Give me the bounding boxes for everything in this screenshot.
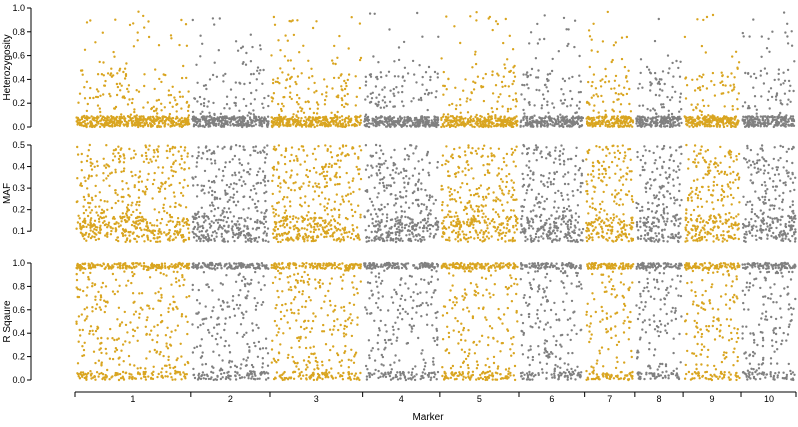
x-tick-label-chr-10: 10 <box>764 394 774 404</box>
points-chr-8 <box>635 17 683 129</box>
x-axis: 1 2 3 4 5 6 7 8 9 10 <box>74 391 797 404</box>
y-tick-label: 1.0 <box>12 258 25 268</box>
points-chr-5 <box>440 144 519 243</box>
y-axis-title: R Sqaure <box>2 300 13 343</box>
points-chr-8 <box>635 144 683 244</box>
points-chr-4 <box>363 143 440 244</box>
points-chr-5 <box>440 261 519 382</box>
y-tick-label: 0.8 <box>12 281 25 291</box>
points-chr-4 <box>363 11 440 129</box>
points-chr-2 <box>191 144 270 244</box>
panels-group: 0.00.20.40.60.81.0Heterozygosity0.10.20.… <box>2 3 797 385</box>
points-chr-10 <box>741 11 796 129</box>
x-tick-label-chr-7: 7 <box>607 394 612 404</box>
points-chr-9 <box>683 13 741 129</box>
x-tick-label-chr-6: 6 <box>549 394 554 404</box>
y-tick-label: 1.0 <box>12 3 25 13</box>
points-chr-5 <box>440 11 519 129</box>
points-chr-1 <box>75 261 191 382</box>
y-tick-label: 0.6 <box>12 305 25 315</box>
y-tick-label: 0.4 <box>12 74 25 84</box>
points-chr-1 <box>75 10 191 129</box>
y-tick-label: 0.6 <box>12 51 25 61</box>
y-tick-label: 0.8 <box>12 27 25 37</box>
points-chr-6 <box>519 143 585 244</box>
points-chr-1 <box>75 143 191 244</box>
points-chr-9 <box>684 143 741 243</box>
y-tick-label: 0.4 <box>12 162 25 172</box>
panel-2: 0.1 0.2 0.3 0.4 0.5 MAF <box>2 140 797 244</box>
x-tick-label-chr-9: 9 <box>710 394 715 404</box>
points-chr-8 <box>635 261 683 381</box>
x-tick-label-chr-4: 4 <box>399 394 404 404</box>
points-chr-4 <box>363 261 440 382</box>
points-chr-6 <box>519 14 585 129</box>
y-tick-label: 0.2 <box>12 352 25 362</box>
x-tick-label-chr-5: 5 <box>477 394 482 404</box>
panel-3: 0.0 0.2 0.4 0.6 0.8 1.0 R Sqaure <box>2 258 797 385</box>
points-chr-3 <box>270 261 362 382</box>
y-tick-label: 0.2 <box>12 98 25 108</box>
x-tick-label-chr-8: 8 <box>656 394 661 404</box>
y-tick-label: 0.0 <box>12 375 25 385</box>
y-tick-label: 0.5 <box>12 140 25 150</box>
points-chr-3 <box>270 15 363 129</box>
points-chr-2 <box>191 261 270 382</box>
x-tick-label-chr-1: 1 <box>130 394 135 404</box>
y-tick-label: 0.3 <box>12 183 25 193</box>
points-chr-6 <box>519 261 583 381</box>
x-axis-title: Marker <box>412 412 444 423</box>
y-tick-label: 0.2 <box>12 205 25 215</box>
points-chr-9 <box>683 261 741 382</box>
y-tick-label: 0.1 <box>12 226 25 236</box>
y-tick-label: 0.4 <box>12 328 25 338</box>
points-chr-7 <box>585 10 635 129</box>
y-axis-title: MAF <box>2 183 13 204</box>
points-chr-10 <box>741 261 797 382</box>
points-chr-10 <box>741 144 797 244</box>
x-tick-label-chr-3: 3 <box>314 394 319 404</box>
x-tick-label-chr-2: 2 <box>228 394 233 404</box>
points-chr-7 <box>585 261 635 382</box>
points-chr-3 <box>271 144 363 244</box>
y-tick-label: 0.0 <box>12 122 25 132</box>
points-chr-7 <box>585 144 635 243</box>
panel-1: 0.0 0.2 0.4 0.6 0.8 1.0 Heterozygosity <box>2 3 796 132</box>
points-chr-2 <box>191 17 270 129</box>
y-axis-title: Heterozygosity <box>2 34 13 100</box>
